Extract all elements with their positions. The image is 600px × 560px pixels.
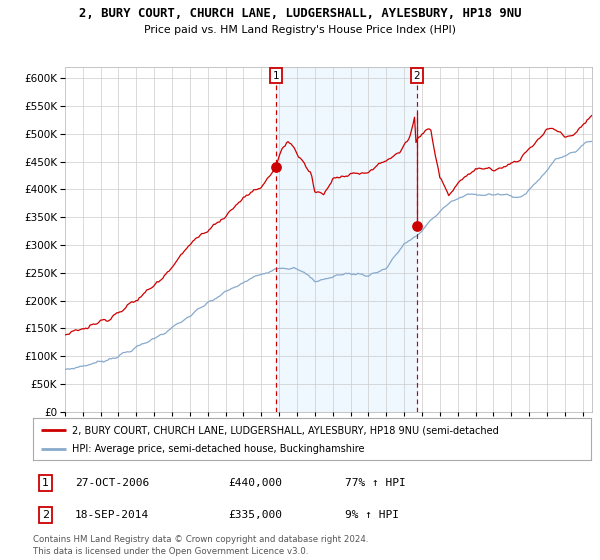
- Text: 2: 2: [413, 71, 420, 81]
- Text: 27-OCT-2006: 27-OCT-2006: [75, 478, 149, 488]
- Text: 1: 1: [272, 71, 279, 81]
- Text: 77% ↑ HPI: 77% ↑ HPI: [346, 478, 406, 488]
- Text: 9% ↑ HPI: 9% ↑ HPI: [346, 510, 400, 520]
- Text: HPI: Average price, semi-detached house, Buckinghamshire: HPI: Average price, semi-detached house,…: [72, 445, 365, 454]
- Text: Price paid vs. HM Land Registry's House Price Index (HPI): Price paid vs. HM Land Registry's House …: [144, 25, 456, 35]
- Text: £335,000: £335,000: [229, 510, 283, 520]
- Text: This data is licensed under the Open Government Licence v3.0.: This data is licensed under the Open Gov…: [33, 547, 308, 556]
- Text: 18-SEP-2014: 18-SEP-2014: [75, 510, 149, 520]
- Text: £440,000: £440,000: [229, 478, 283, 488]
- Text: 2: 2: [42, 510, 49, 520]
- Point: [412, 221, 422, 230]
- Text: Contains HM Land Registry data © Crown copyright and database right 2024.: Contains HM Land Registry data © Crown c…: [33, 535, 368, 544]
- Point: [271, 163, 281, 172]
- Text: 1: 1: [42, 478, 49, 488]
- Text: 2, BURY COURT, CHURCH LANE, LUDGERSHALL, AYLESBURY, HP18 9NU: 2, BURY COURT, CHURCH LANE, LUDGERSHALL,…: [79, 7, 521, 20]
- Bar: [276, 67, 417, 412]
- Text: 2, BURY COURT, CHURCH LANE, LUDGERSHALL, AYLESBURY, HP18 9NU (semi-detached: 2, BURY COURT, CHURCH LANE, LUDGERSHALL,…: [72, 425, 499, 435]
